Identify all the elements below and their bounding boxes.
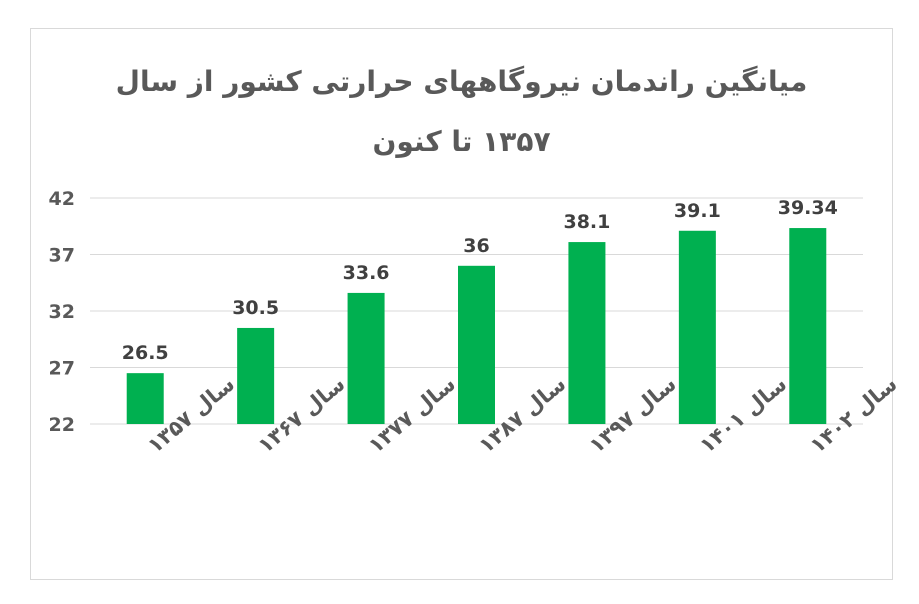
chart-title-line-1: میانگین راندمان نیروگاههای حرارتی کشور ا… (115, 65, 808, 98)
bar (347, 292, 385, 424)
bar (237, 327, 275, 424)
y-tick-label: 42 (49, 188, 75, 210)
bar (678, 230, 716, 424)
data-label: 38.1 (563, 211, 610, 233)
y-tick-label: 22 (49, 414, 75, 436)
data-label: 30.5 (232, 297, 279, 319)
bar (789, 228, 827, 424)
chart-title: میانگین راندمان نیروگاههای حرارتی کشور ا… (30, 52, 893, 172)
data-label: 33.6 (343, 262, 390, 284)
y-tick-label: 27 (49, 358, 75, 380)
data-label: 39.34 (778, 197, 838, 219)
data-label: 26.5 (122, 342, 169, 364)
y-tick-label: 37 (49, 245, 75, 267)
bar (126, 373, 164, 424)
data-label: 39.1 (674, 200, 721, 222)
bar (458, 265, 495, 424)
bar (568, 242, 606, 424)
chart-title-line-2: ۱۳۵۷ تا کنون (372, 125, 551, 158)
y-tick-label: 32 (49, 301, 75, 323)
data-label: 36 (463, 235, 489, 257)
